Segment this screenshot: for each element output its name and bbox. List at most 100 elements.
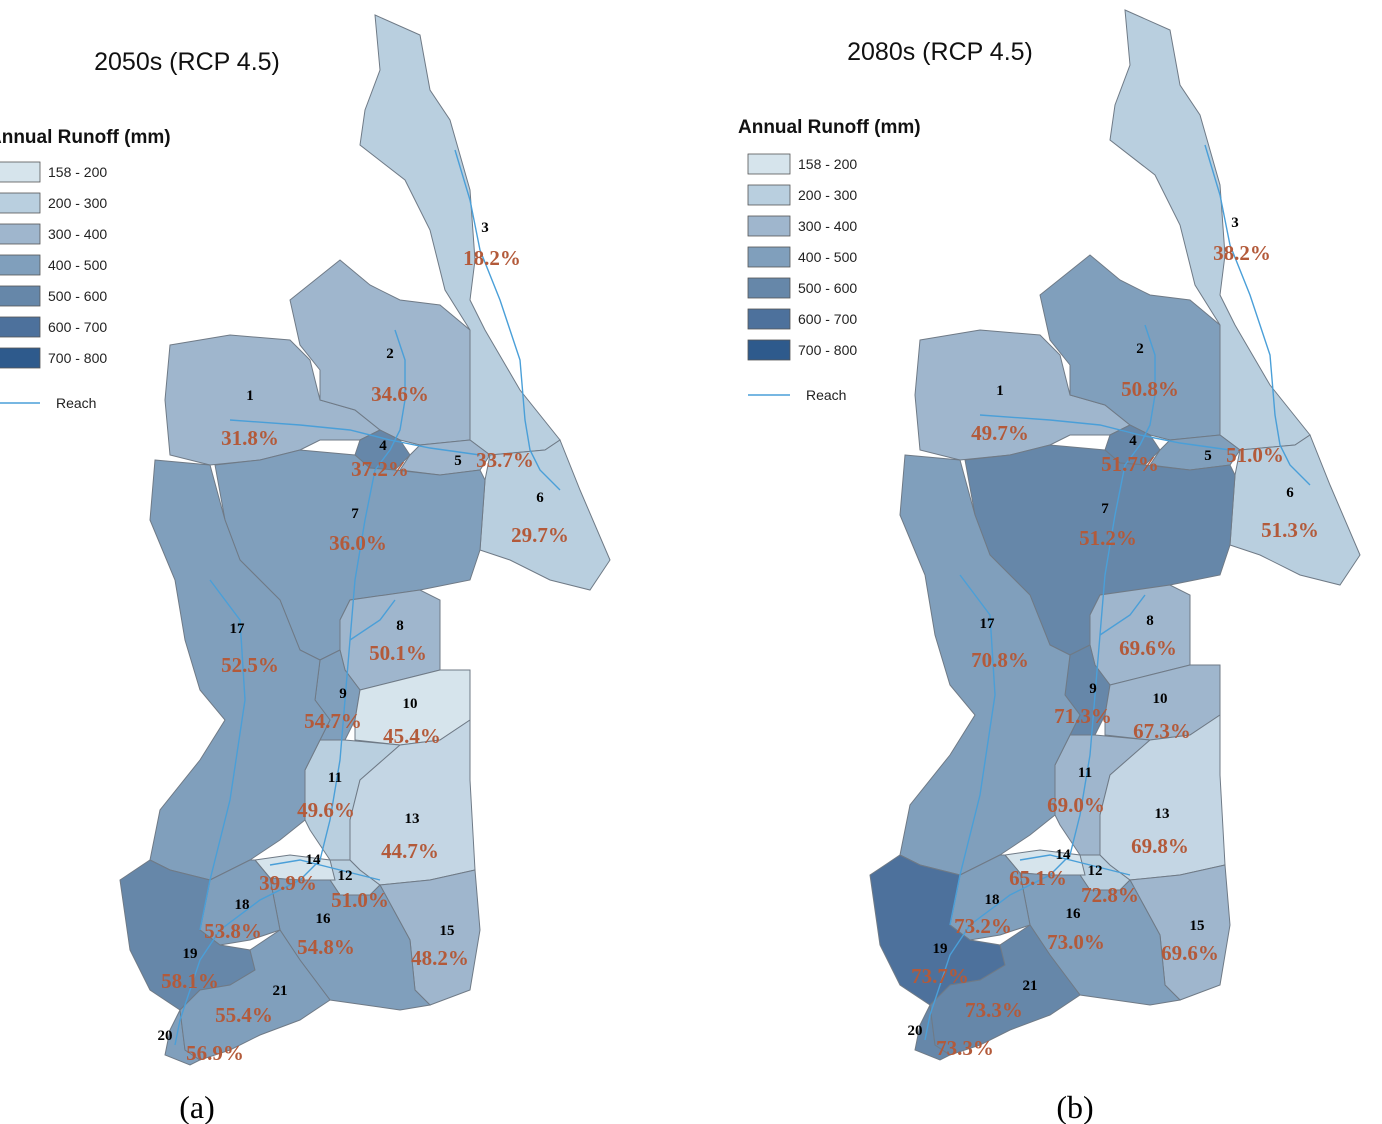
map-panel: 1 49.7% 2 50.8% 3 38.2% 4 51.7% 5 51.0% 6 51.3% 7 51.…	[738, 9, 1361, 1124]
reach	[1204, 144, 1311, 486]
runoff-change: 51.0%	[1226, 443, 1284, 467]
runoff-change: 71.3%	[1054, 704, 1112, 728]
reach	[949, 574, 996, 926]
legend-label: 300 - 400	[48, 226, 107, 242]
legend-label: 600 - 700	[798, 311, 857, 327]
subbasin-id: 3	[481, 220, 489, 236]
runoff-change: 70.8%	[971, 648, 1029, 672]
reach	[979, 414, 1231, 451]
subbasin	[899, 454, 1081, 876]
runoff-change: 33.7%	[476, 448, 534, 472]
subbasin-id: 6	[536, 490, 544, 506]
legend-swatch	[747, 277, 791, 299]
runoff-change: 49.6%	[297, 798, 355, 822]
subbasin-id: 10	[1153, 691, 1168, 707]
legend-label: 500 - 600	[48, 288, 107, 304]
runoff-change: 51.2%	[1079, 526, 1137, 550]
map-title: 2080s (RCP 4.5)	[847, 38, 1033, 66]
runoff-change: 55.4%	[215, 1003, 273, 1027]
subbasin-id: 1	[246, 388, 254, 404]
runoff-change: 29.7%	[511, 523, 569, 547]
runoff-change: 54.8%	[297, 935, 355, 959]
panel-label: (a)	[179, 1089, 215, 1124]
legend-label: 700 - 800	[798, 342, 857, 358]
subbasin-id: 9	[339, 686, 347, 702]
subbasin	[179, 929, 331, 1061]
runoff-change: 31.8%	[221, 426, 279, 450]
subbasin-id: 12	[338, 868, 353, 884]
runoff-change: 65.1%	[1009, 866, 1067, 890]
subbasin-id: 13	[405, 811, 420, 827]
reach	[174, 329, 406, 1046]
subbasin-id: 20	[158, 1028, 173, 1044]
subbasin-id: 3	[1231, 215, 1239, 231]
subbasin-id: 2	[386, 346, 394, 362]
legend-swatch	[747, 215, 791, 237]
runoff-change: 73.3%	[936, 1036, 994, 1060]
runoff-change: 51.7%	[1101, 452, 1159, 476]
runoff-change: 69.0%	[1047, 793, 1105, 817]
legend-swatch	[0, 254, 41, 276]
runoff-change: 36.0%	[329, 531, 387, 555]
legend-label: 200 - 300	[798, 187, 857, 203]
subbasin-id: 5	[1204, 448, 1212, 464]
runoff-change: 58.1%	[161, 969, 219, 993]
legend-swatch	[0, 192, 41, 214]
runoff-change: 50.1%	[369, 641, 427, 665]
subbasin-id: 10	[403, 696, 418, 712]
legend-swatch	[0, 223, 41, 245]
runoff-change: 73.3%	[965, 998, 1023, 1022]
runoff-change: 45.4%	[383, 724, 441, 748]
reach	[199, 579, 246, 931]
legend-label: 158 - 200	[798, 156, 857, 172]
runoff-change: 54.7%	[304, 709, 362, 733]
runoff-change: 52.5%	[221, 653, 279, 677]
subbasin-id: 15	[440, 923, 455, 939]
runoff-change: 73.0%	[1047, 930, 1105, 954]
subbasin-id: 20	[908, 1023, 923, 1039]
subbasin-id: 6	[1286, 485, 1294, 501]
legend-swatch	[0, 161, 41, 183]
map-panel: 1 31.8% 2 34.6% 3 18.2% 4 37.2% 5 33.7% 6 29.7% 7 36.…	[0, 14, 611, 1124]
subbasin-id: 4	[1129, 433, 1137, 449]
subbasin-id: 21	[273, 983, 288, 999]
reach	[1099, 594, 1146, 636]
subbasin	[149, 459, 331, 881]
legend-label: 200 - 300	[48, 195, 107, 211]
reach	[269, 859, 381, 881]
subbasin-id: 14	[1056, 847, 1072, 863]
legend-swatch	[747, 153, 791, 175]
reach	[349, 599, 396, 641]
legend-swatch	[747, 246, 791, 268]
runoff-change: 37.2%	[351, 457, 409, 481]
legend-label: 300 - 400	[798, 218, 857, 234]
runoff-change: 53.8%	[204, 919, 262, 943]
legend-swatch	[747, 308, 791, 330]
runoff-change: 67.3%	[1133, 719, 1191, 743]
subbasin-id: 1	[996, 383, 1004, 399]
runoff-change: 34.6%	[371, 382, 429, 406]
runoff-change: 72.8%	[1081, 883, 1139, 907]
legend-swatch	[0, 285, 41, 307]
subbasin-id: 2	[1136, 341, 1144, 357]
runoff-change: 69.6%	[1119, 636, 1177, 660]
runoff-change: 51.3%	[1261, 518, 1319, 542]
subbasin-id: 18	[985, 892, 1000, 908]
runoff-change: 56.9%	[186, 1041, 244, 1065]
legend-swatch	[0, 316, 41, 338]
map-title: 2050s (RCP 4.5)	[94, 48, 280, 76]
runoff-change: 38.2%	[1213, 241, 1271, 265]
subbasin-id: 21	[1023, 978, 1038, 994]
subbasin-id: 15	[1190, 918, 1205, 934]
subbasin-id: 13	[1155, 806, 1170, 822]
legend-label: 158 - 200	[48, 164, 107, 180]
legend-label: 400 - 500	[798, 249, 857, 265]
runoff-change: 51.0%	[331, 888, 389, 912]
runoff-change: 69.8%	[1131, 834, 1189, 858]
subbasin-id: 12	[1088, 863, 1103, 879]
runoff-change: 69.6%	[1161, 941, 1219, 965]
legend-label: 600 - 700	[48, 319, 107, 335]
subbasin-id: 16	[316, 911, 332, 927]
legend-swatch	[747, 339, 791, 361]
